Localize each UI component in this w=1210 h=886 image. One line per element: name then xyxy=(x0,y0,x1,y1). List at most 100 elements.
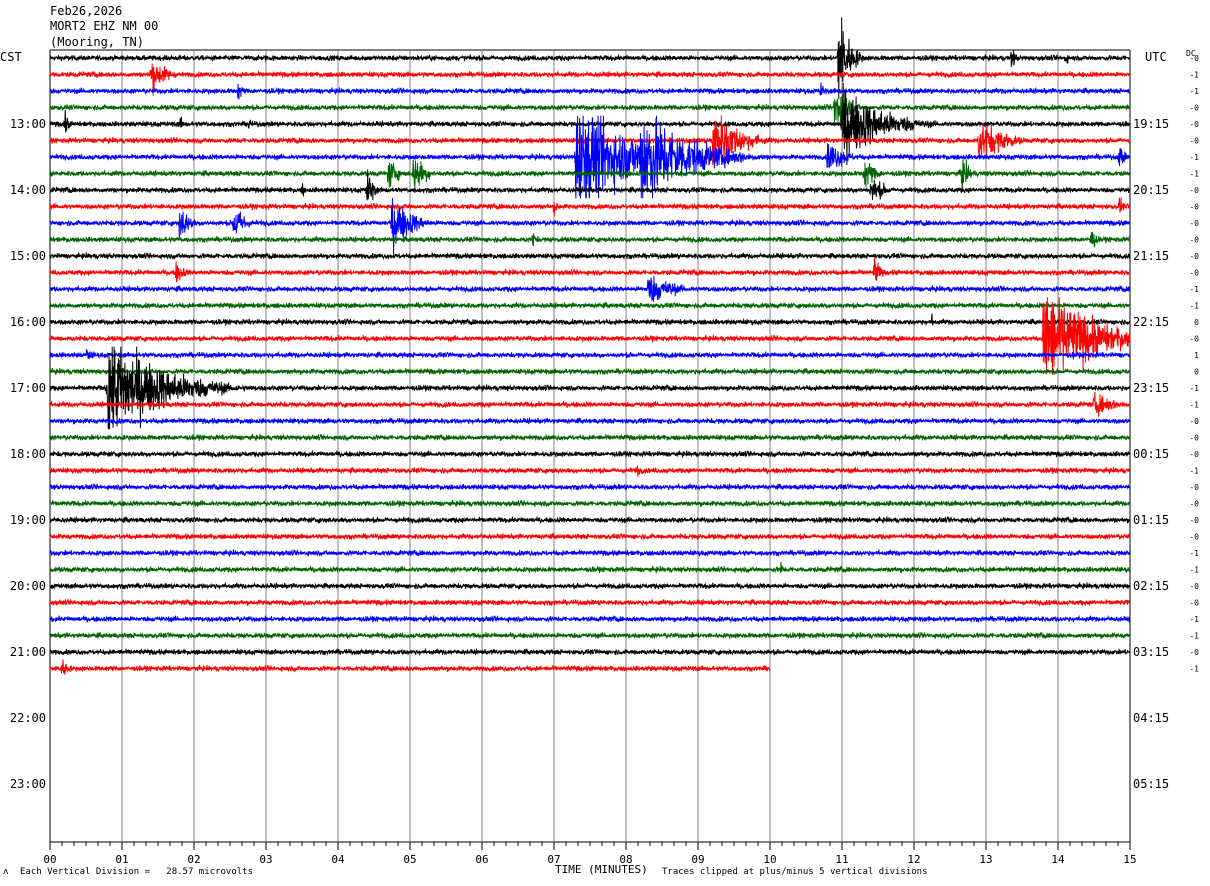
seismic-trace xyxy=(49,515,1131,525)
x-tick-label: 13 xyxy=(979,853,992,866)
dc-offset-label: -1 xyxy=(1189,467,1199,476)
dc-offset-label: -0 xyxy=(1189,219,1199,228)
right-hour-label: 03:15 xyxy=(1133,645,1169,659)
dc-offset-label: -1 xyxy=(1189,384,1199,393)
seismic-trace xyxy=(49,548,1131,558)
seismic-trace xyxy=(49,313,1131,327)
dc-offset-label: 0 xyxy=(1194,318,1199,327)
seismic-trace xyxy=(49,391,1131,417)
x-tick-label: 08 xyxy=(619,853,632,866)
right-hour-label: 00:15 xyxy=(1133,447,1169,461)
seismic-trace xyxy=(49,63,1131,96)
seismic-trace xyxy=(49,581,1131,591)
seismic-trace xyxy=(49,115,1131,166)
x-tick-label: 09 xyxy=(691,853,704,866)
dc-offset-label: -0 xyxy=(1189,599,1199,608)
seismic-trace xyxy=(49,301,1131,310)
seismic-trace xyxy=(49,82,1131,100)
seismic-trace xyxy=(49,482,1131,492)
seismic-trace xyxy=(49,95,1131,131)
dc-offset-label: -0 xyxy=(1189,54,1199,63)
x-axis-title: TIME (MINUTES) xyxy=(555,863,648,876)
right-hour-label: 22:15 xyxy=(1133,315,1169,329)
x-tick-label: 02 xyxy=(187,853,200,866)
dc-offset-label: -0 xyxy=(1189,417,1199,426)
corner-mark: ʌ xyxy=(3,867,9,877)
seismic-trace xyxy=(49,275,1131,302)
seismic-trace xyxy=(49,251,1131,261)
left-hour-label: 14:00 xyxy=(10,183,46,197)
left-hour-label: 20:00 xyxy=(10,579,46,593)
seismic-trace xyxy=(49,231,1131,248)
x-tick-label: 06 xyxy=(475,853,488,866)
x-tick-label: 05 xyxy=(403,853,416,866)
seismic-trace xyxy=(49,449,1131,459)
dc-offset-label: -0 xyxy=(1189,516,1199,525)
dc-offset-label: -0 xyxy=(1189,450,1199,459)
x-tick-label: 11 xyxy=(835,853,848,866)
station-label: MORT2 EHZ NM 00 xyxy=(50,19,159,33)
left-hour-label: 15:00 xyxy=(10,249,46,263)
dc-offset-label: -0 xyxy=(1189,120,1199,129)
dc-offset-label: -1 xyxy=(1189,615,1199,624)
left-zone-label: CST xyxy=(0,50,22,64)
seismic-trace xyxy=(49,416,1131,426)
right-hour-label: 04:15 xyxy=(1133,711,1169,725)
location-label: (Mooring, TN) xyxy=(50,35,144,49)
right-hour-label: 21:15 xyxy=(1133,249,1169,263)
seismic-trace xyxy=(49,561,1131,575)
x-tick-label: 04 xyxy=(331,853,345,866)
seismic-trace xyxy=(49,614,1131,624)
seismic-trace xyxy=(49,158,1131,190)
seismic-trace xyxy=(49,297,1131,375)
left-hour-label: 17:00 xyxy=(10,381,46,395)
dc-header: DC xyxy=(1186,49,1196,58)
dc-offset-label: -0 xyxy=(1189,483,1199,492)
x-tick-label: 07 xyxy=(547,853,560,866)
dc-offset-label: 0 xyxy=(1194,368,1199,377)
scale-text: Each Vertical Division = 28.57 microvolt… xyxy=(20,867,253,877)
dc-offset-label: -0 xyxy=(1189,434,1199,443)
dc-offset-label: -0 xyxy=(1189,104,1199,113)
dc-offset-label: -1 xyxy=(1189,566,1199,575)
seismic-trace xyxy=(49,499,1131,508)
dc-offset-label: -0 xyxy=(1189,236,1199,245)
x-tick-label: 10 xyxy=(763,853,776,866)
seismic-trace xyxy=(49,346,1131,430)
dc-offset-label: -0 xyxy=(1189,648,1199,657)
left-hour-label: 22:00 xyxy=(10,711,46,725)
seismic-trace xyxy=(49,647,1131,657)
seismic-trace xyxy=(49,598,1131,607)
right-hour-label: 05:15 xyxy=(1133,777,1169,791)
x-tick-label: 14 xyxy=(1051,853,1065,866)
x-tick-label: 01 xyxy=(115,853,128,866)
dc-offset-label: -0 xyxy=(1189,186,1199,195)
seismic-trace xyxy=(49,465,1131,478)
right-zone-label: UTC xyxy=(1145,50,1167,64)
dc-offset-label: -1 xyxy=(1189,153,1199,162)
seismic-trace xyxy=(49,348,1131,360)
x-tick-label: 00 xyxy=(43,853,56,866)
dc-offset-label: -0 xyxy=(1189,500,1199,509)
dc-offset-label: -1 xyxy=(1189,632,1199,641)
dc-offset-label: -1 xyxy=(1189,285,1199,294)
seismic-trace xyxy=(49,115,1131,199)
seismic-trace xyxy=(49,169,1130,201)
dc-offset-label: -1 xyxy=(1189,401,1199,410)
left-hour-label: 23:00 xyxy=(10,777,46,791)
seismic-trace xyxy=(49,433,1131,442)
dc-offset-label: -0 xyxy=(1189,252,1199,261)
left-hour-label: 13:00 xyxy=(10,117,46,131)
dc-offset-label: -1 xyxy=(1189,302,1199,311)
left-hour-label: 19:00 xyxy=(10,513,46,527)
right-hour-label: 02:15 xyxy=(1133,579,1169,593)
x-tick-label: 03 xyxy=(259,853,272,866)
dc-offset-label: -1 xyxy=(1189,549,1199,558)
x-tick-label: 12 xyxy=(907,853,920,866)
seismic-trace xyxy=(49,659,771,675)
dc-offset-label: -0 xyxy=(1189,335,1199,344)
seismic-trace xyxy=(49,82,1131,166)
date-label: Feb26,2026 xyxy=(50,4,123,18)
x-tick-label: 15 xyxy=(1123,853,1136,866)
